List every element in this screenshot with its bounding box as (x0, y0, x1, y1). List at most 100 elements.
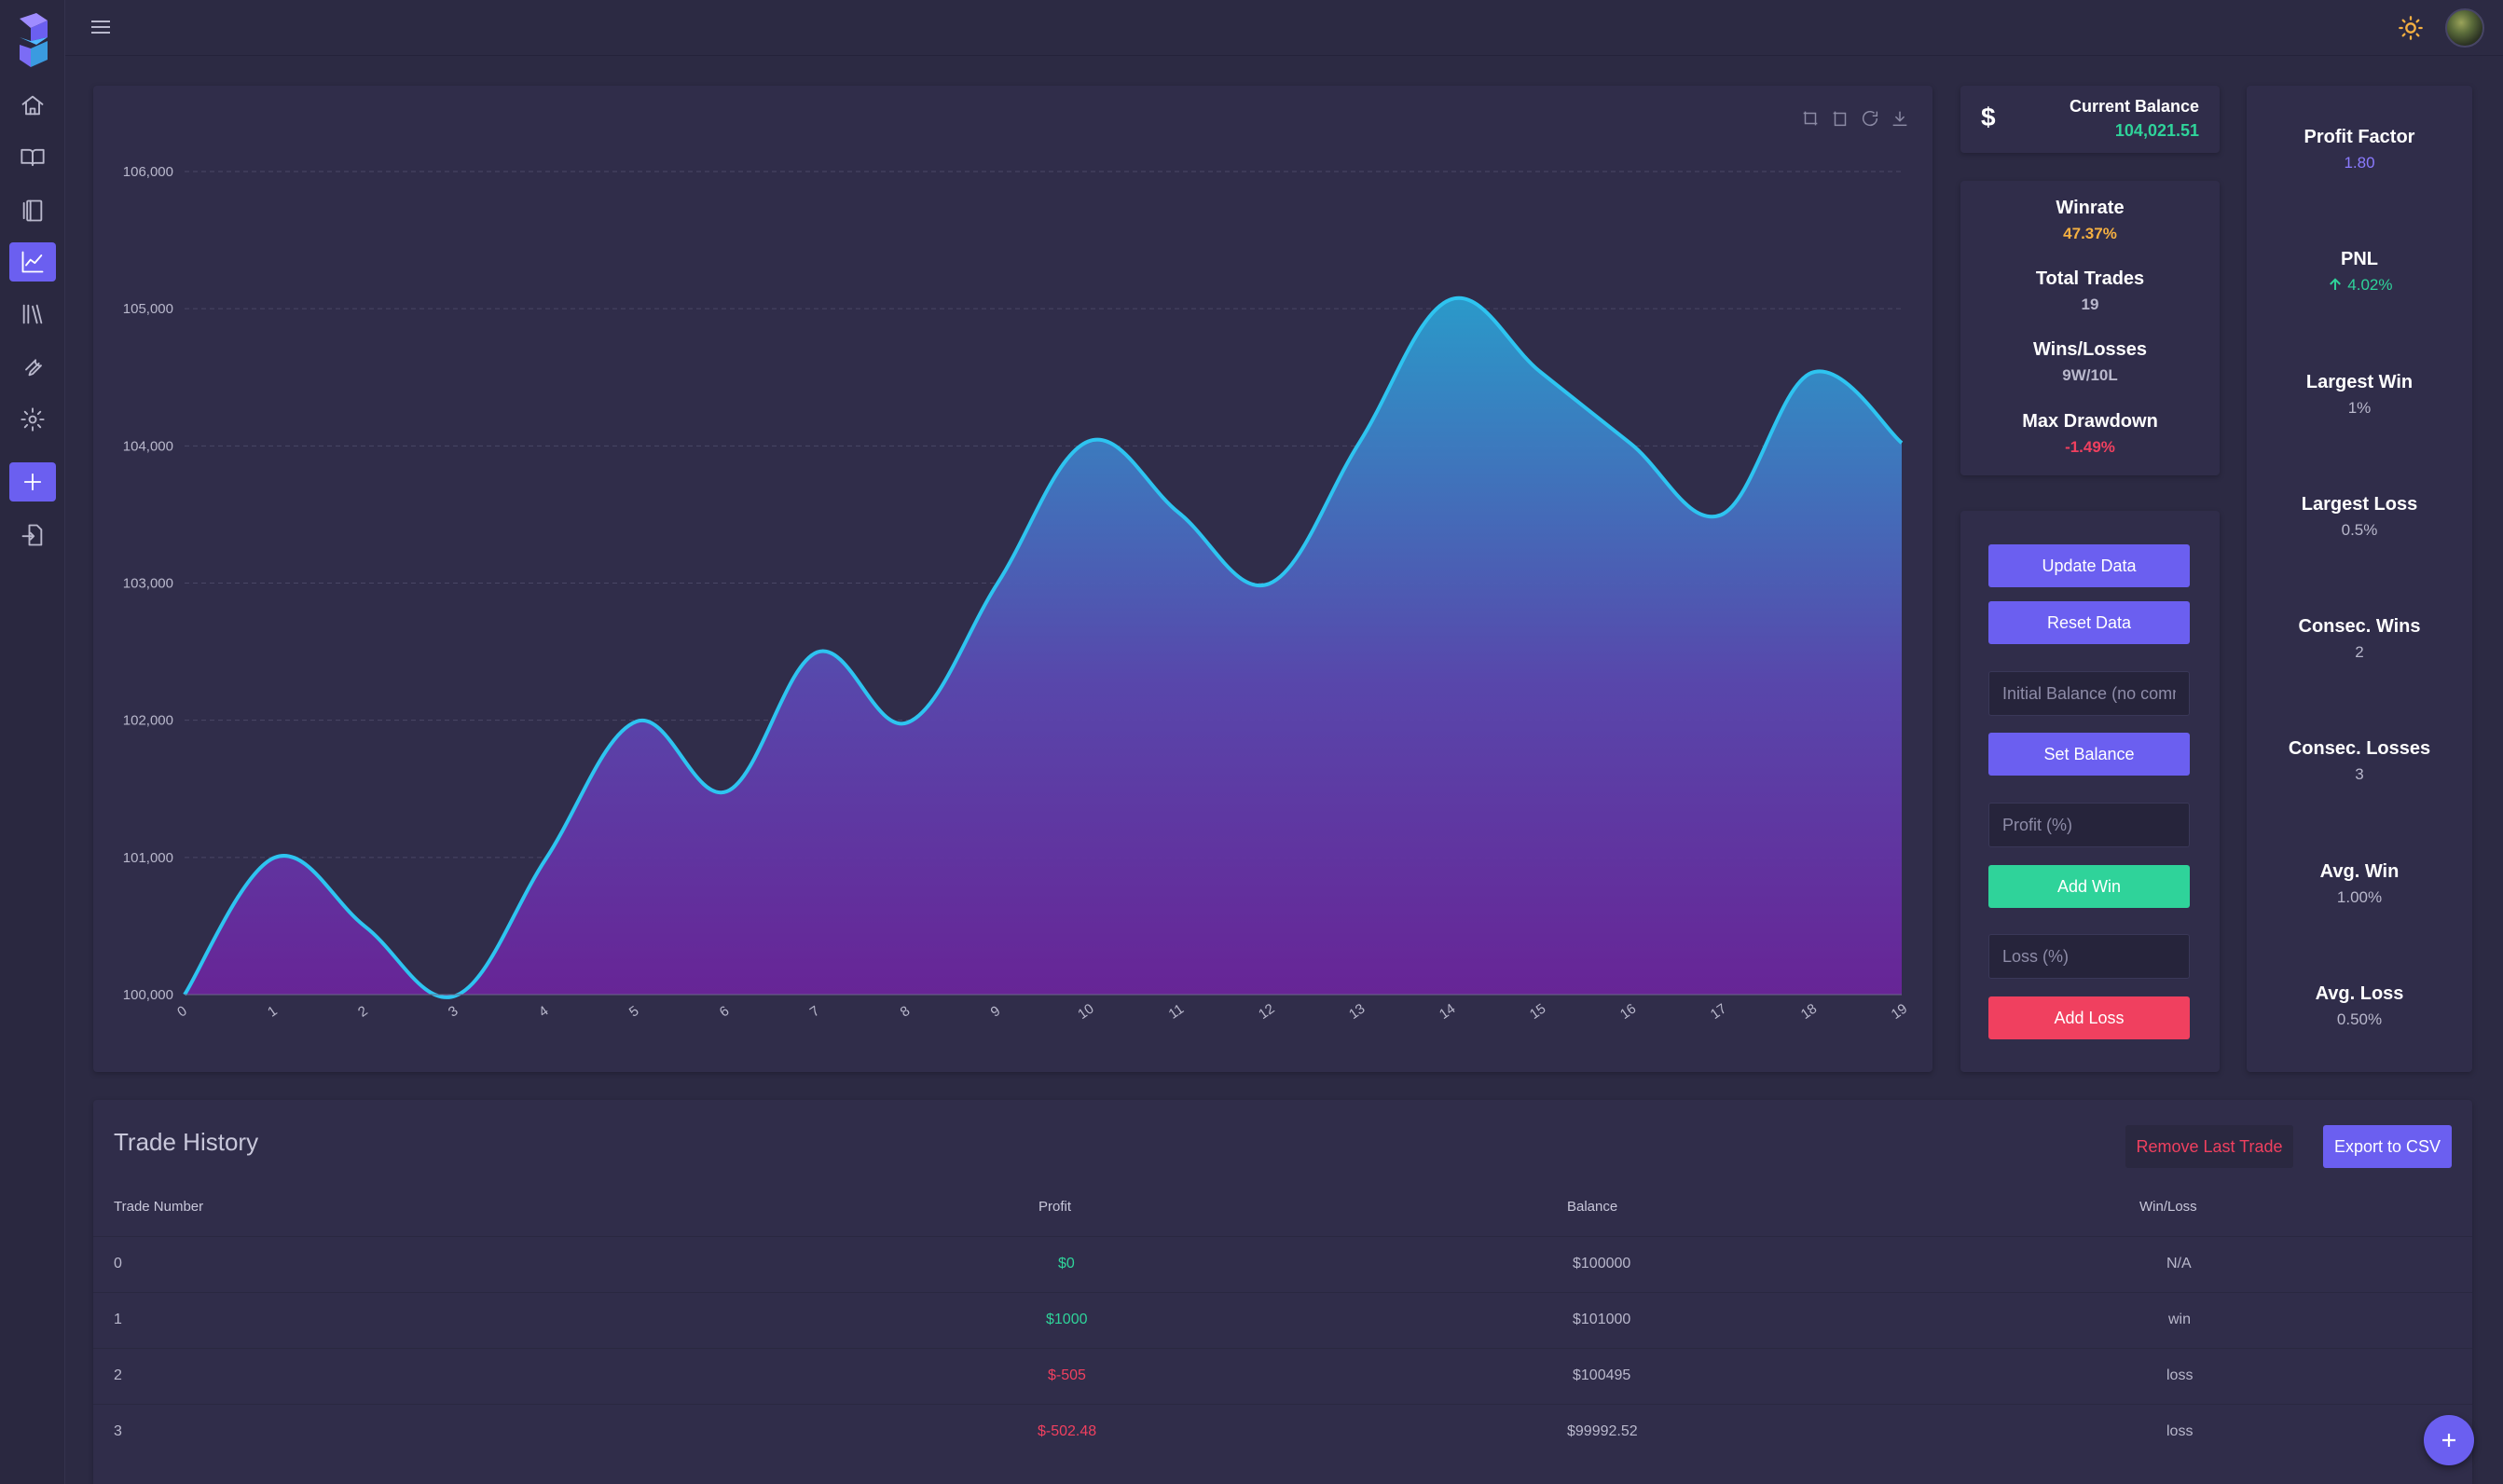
floating-add-button[interactable] (2424, 1415, 2474, 1465)
download-icon[interactable] (1890, 108, 1910, 129)
x-tick-label: 1 (265, 1003, 281, 1021)
col-win-loss[interactable]: Win/Loss (2139, 1199, 2197, 1215)
chart-line-icon (21, 251, 44, 273)
trade-number-cell: 0 (114, 1256, 122, 1271)
arrow-up-icon (2329, 278, 2341, 290)
total-trades-value: 19 (2081, 295, 2099, 313)
x-tick-label: 15 (1527, 1001, 1548, 1023)
col-balance[interactable]: Balance (1567, 1199, 1618, 1215)
winrate-label: Winrate (2056, 198, 2125, 218)
sun-icon[interactable] (2398, 15, 2424, 41)
consec-wins-label: Consec. Wins (2298, 616, 2421, 637)
sidebar-item-import[interactable] (9, 515, 56, 555)
col-profit[interactable]: Profit (1038, 1199, 1072, 1215)
sidebar-item-journal[interactable] (9, 191, 56, 230)
reset-zoom-icon[interactable] (1860, 108, 1880, 129)
export-csv-button[interactable]: Export to CSV (2323, 1125, 2452, 1168)
x-tick-label: 11 (1166, 1001, 1188, 1023)
home-icon (21, 95, 44, 116)
x-tick-label: 4 (536, 1003, 552, 1021)
x-tick-label: 7 (807, 1003, 823, 1021)
add-win-button[interactable]: Add Win (1988, 865, 2190, 908)
sidebar (0, 0, 65, 1484)
result-cell: loss (2166, 1423, 2194, 1439)
avg-loss-value: 0.50% (2336, 1010, 2383, 1028)
balance-cell: $101000 (1573, 1312, 1631, 1327)
y-tick-label: 102,000 (123, 713, 173, 729)
table-row: 1 $1000 $101000 win (93, 1292, 2472, 1348)
x-tick-label: 18 (1798, 1001, 1820, 1023)
largest-loss-label: Largest Loss (2301, 494, 2418, 515)
profit-cell: $1000 (1046, 1312, 1088, 1327)
balance-cell: $100000 (1573, 1256, 1631, 1271)
total-trades-label: Total Trades (2035, 268, 2145, 289)
import-icon (21, 524, 43, 546)
consec-wins-value: 2 (2355, 643, 2364, 661)
x-tick-label: 17 (1708, 1001, 1729, 1023)
zoom-in-icon[interactable] (1800, 108, 1821, 129)
gear-icon (21, 407, 45, 432)
update-data-button[interactable]: Update Data (1988, 544, 2190, 587)
book-open-icon (21, 148, 45, 167)
winrate-value: 47.37% (2063, 225, 2117, 242)
loss-input[interactable] (1988, 934, 2190, 979)
avg-win-value: 1.00% (2336, 888, 2383, 906)
hamburger-icon[interactable] (91, 17, 114, 39)
metrics-card: Profit Factor 1.80 PNL 4.02% Largest Win… (2247, 86, 2472, 1072)
result-cell: N/A (2166, 1256, 2192, 1271)
y-tick-label: 106,000 (123, 164, 173, 180)
sidebar-item-analytics[interactable] (9, 242, 56, 282)
largest-loss-metric: Largest Loss 0.5% (2247, 494, 2472, 540)
pnl-label: PNL (2341, 249, 2378, 269)
reset-data-button[interactable]: Reset Data (1988, 601, 2190, 644)
sidebar-item-settings[interactable] (9, 400, 56, 439)
current-balance-card: $ Current Balance 104,021.51 (1960, 86, 2220, 153)
avatar[interactable] (2445, 8, 2484, 48)
zoom-out-icon[interactable] (1830, 108, 1850, 129)
set-balance-button[interactable]: Set Balance (1988, 733, 2190, 776)
consec-losses-label: Consec. Losses (2288, 738, 2431, 759)
stats-card: Winrate 47.37% Total Trades 19 Wins/Loss… (1960, 181, 2220, 475)
trade-history-title: Trade History (114, 1128, 259, 1156)
x-tick-label: 14 (1437, 1001, 1458, 1023)
controls-card: Update Data Reset Data Set Balance Add W… (1960, 511, 2220, 1072)
x-tick-label: 8 (898, 1003, 914, 1021)
max-drawdown-label: Max Drawdown (2022, 411, 2158, 432)
x-tick-label: 12 (1256, 1001, 1277, 1023)
add-loss-button[interactable]: Add Loss (1988, 996, 2190, 1039)
sidebar-item-library[interactable] (9, 295, 56, 334)
chart-toolbar (1800, 108, 1910, 129)
initial-balance-input[interactable] (1988, 671, 2190, 716)
wins-losses-label: Wins/Losses (2032, 339, 2148, 360)
pnl-value-row: 4.02% (2247, 276, 2472, 295)
sidebar-item-home[interactable] (9, 86, 56, 125)
profit-cell: $-505 (1048, 1367, 1086, 1383)
x-tick-label: 3 (446, 1003, 461, 1021)
avg-win-metric: Avg. Win 1.00% (2247, 861, 2472, 907)
avg-win-label: Avg. Win (2319, 861, 2400, 882)
consec-losses-metric: Consec. Losses 3 (2247, 738, 2472, 784)
profit-input[interactable] (1988, 803, 2190, 847)
wrench-icon (25, 359, 42, 377)
app-logo[interactable] (16, 13, 51, 67)
profit-factor-label: Profit Factor (2304, 127, 2415, 147)
largest-win-metric: Largest Win 1% (2247, 372, 2472, 418)
y-tick-label: 100,000 (123, 987, 173, 1003)
top-bar (65, 0, 2503, 56)
profit-factor-metric: Profit Factor 1.80 (2247, 127, 2472, 172)
sidebar-item-book[interactable] (9, 138, 56, 177)
current-balance-label: Current Balance (2069, 97, 2199, 116)
table-row: 0 $0 $100000 N/A (93, 1236, 2472, 1292)
x-tick-label: 16 (1617, 1001, 1639, 1023)
col-trade-number[interactable]: Trade Number (114, 1199, 204, 1215)
max-drawdown-value: -1.49% (2065, 438, 2115, 456)
remove-last-trade-button[interactable]: Remove Last Trade (2125, 1125, 2293, 1168)
sidebar-item-add[interactable] (9, 462, 56, 502)
library-icon (22, 304, 43, 324)
x-tick-label: 13 (1346, 1001, 1368, 1023)
trade-number-cell: 2 (114, 1367, 122, 1383)
balance-cell: $100495 (1573, 1367, 1631, 1383)
x-tick-label: 2 (355, 1003, 371, 1021)
sidebar-item-tools[interactable] (9, 347, 56, 386)
result-cell: loss (2166, 1367, 2194, 1383)
